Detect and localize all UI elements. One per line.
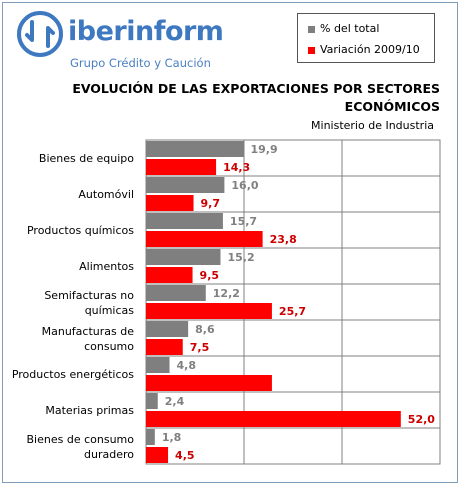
chart-title-line2: ECONÓMICOS — [344, 99, 440, 114]
data-label-variacion: 4,5 — [175, 449, 195, 462]
legend-item-variacion: Variación 2009/10 — [308, 43, 420, 57]
bar-variacion — [146, 195, 194, 211]
data-label-variacion: 9,5 — [200, 269, 220, 282]
data-label-variacion: 23,8 — [270, 233, 297, 246]
data-label-total: 16,0 — [231, 179, 258, 192]
legend-item-total: % del total — [308, 22, 379, 36]
brand-name-bold: iber — [68, 16, 127, 47]
brand-name: iberinform — [68, 16, 224, 47]
refresh-arrows-icon — [17, 11, 63, 57]
category-label: Manufacturas de — [42, 325, 135, 338]
category-label: Automóvil — [78, 188, 134, 201]
category-label: químicas — [85, 304, 135, 317]
category-label: Productos químicos — [27, 224, 134, 237]
legend-label-total: % del total — [320, 22, 380, 35]
legend-label-variacion: Variación 2009/10 — [320, 43, 420, 56]
bar-total — [146, 429, 155, 445]
data-label-total: 2,4 — [165, 395, 185, 408]
iberinform-logo — [14, 10, 214, 72]
bar-variacion — [146, 267, 193, 283]
data-label-variacion: 52,0 — [408, 413, 435, 426]
bar-total — [146, 393, 158, 409]
bar-total — [146, 141, 244, 157]
data-label-total: 19,9 — [251, 143, 278, 156]
data-label-variacion: 25,7 — [279, 305, 306, 318]
plot-area — [145, 139, 441, 465]
category-label: Bienes de equipo — [39, 152, 134, 165]
category-label: consumo — [84, 340, 134, 353]
data-label-variacion: 9,7 — [201, 197, 221, 210]
data-label-total: 4,8 — [177, 359, 197, 372]
legend-swatch-gray — [308, 25, 315, 33]
bar-variacion — [146, 339, 183, 355]
chart-title: EVOLUCIÓN DE LAS EXPORTACIONES POR SECTO… — [60, 80, 440, 116]
bar-variacion — [146, 231, 263, 247]
category-label: Materias primas — [45, 404, 134, 417]
data-label-total: 15,7 — [230, 215, 257, 228]
bar-total — [146, 213, 223, 229]
data-label-variacion: 7,5 — [190, 341, 210, 354]
category-label: Bienes de consumo — [27, 433, 135, 446]
data-label-total: 8,6 — [195, 323, 215, 336]
data-label-total: 12,2 — [213, 287, 240, 300]
brand-name-rest: inform — [126, 16, 224, 47]
bar-variacion — [146, 375, 272, 391]
bar-total — [146, 357, 170, 373]
data-label-total: 15,2 — [227, 251, 254, 264]
category-label: duradero — [84, 448, 134, 461]
bar-variacion — [146, 411, 401, 427]
chart-subtitle: Ministerio de Industria — [311, 119, 434, 132]
bar-total — [146, 285, 206, 301]
brand-tagline: Grupo Crédito y Caución — [70, 56, 211, 70]
category-label: Productos energéticos — [12, 368, 134, 381]
chart-title-line1: EVOLUCIÓN DE LAS EXPORTACIONES POR SECTO… — [72, 81, 440, 96]
bar-total — [146, 177, 225, 193]
bar-total — [146, 249, 221, 265]
bar-total — [146, 321, 189, 337]
category-label: Semifacturas no — [44, 289, 134, 302]
bar-variacion — [146, 159, 217, 175]
data-label-total: 1,8 — [162, 431, 182, 444]
bar-variacion — [146, 303, 272, 319]
bar-variacion — [146, 447, 169, 463]
chart-legend: % del total Variación 2009/10 — [297, 13, 435, 63]
data-label-variacion: 14,3 — [223, 161, 250, 174]
legend-swatch-red — [308, 46, 315, 54]
category-label: Alimentos — [79, 260, 134, 273]
